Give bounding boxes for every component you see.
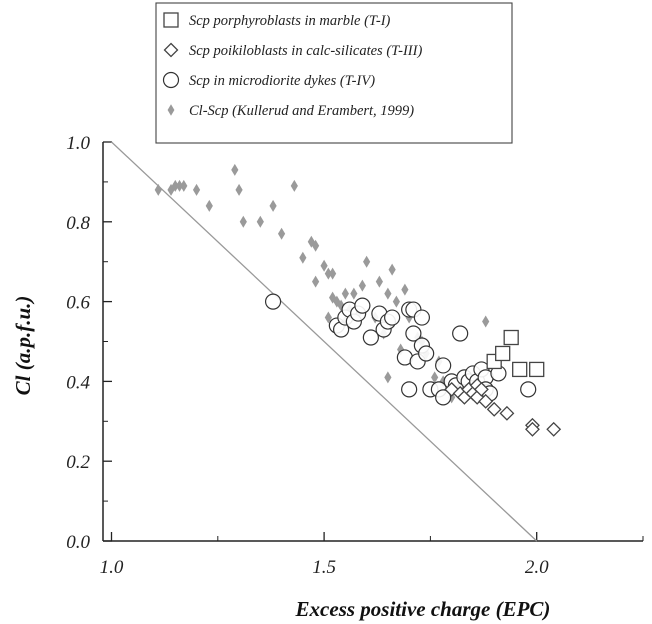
point-microdiorite-dyke bbox=[520, 381, 537, 398]
point-porphyroblast-marble bbox=[495, 345, 511, 362]
y-tick-label: 1.0 bbox=[66, 133, 90, 154]
point-cl-scp-reference bbox=[358, 279, 366, 292]
point-microdiorite-dyke bbox=[354, 297, 371, 314]
point-porphyroblast-marble bbox=[503, 329, 519, 346]
point-cl-scp-reference bbox=[397, 343, 405, 356]
legend-marker bbox=[162, 71, 180, 89]
point-cl-scp-reference bbox=[171, 179, 179, 192]
point-microdiorite-dyke bbox=[435, 389, 452, 406]
point-cl-scp-reference bbox=[431, 371, 439, 384]
point-cl-scp-reference bbox=[350, 287, 358, 300]
point-cl-scp-reference bbox=[482, 315, 490, 328]
point-cl-scp-reference bbox=[363, 255, 371, 268]
point-cl-scp-reference bbox=[231, 163, 239, 176]
y-tick-label: 0.4 bbox=[66, 372, 90, 393]
legend-entry-porphyroblasts: Scp porphyroblasts in marble (T-I) bbox=[189, 13, 391, 29]
point-cl-scp-reference bbox=[392, 295, 400, 308]
point-cl-scp-reference bbox=[324, 311, 332, 324]
legend-marker bbox=[167, 104, 175, 116]
axes: 0.0 0.2 0.4 0.6 0.8 1.0 1.0 1.5 2.0 bbox=[66, 133, 644, 578]
point-cl-scp-reference bbox=[375, 275, 383, 288]
point-cl-scp-reference bbox=[299, 251, 307, 264]
point-porphyroblast-marble bbox=[512, 361, 528, 378]
point-poikiloblast-calc-silicate bbox=[546, 421, 562, 437]
point-cl-scp-reference bbox=[277, 227, 286, 240]
legend-marker bbox=[163, 42, 179, 58]
x-tick-label: 1.0 bbox=[100, 557, 124, 578]
point-microdiorite-dyke bbox=[418, 345, 435, 362]
point-cl-scp-reference bbox=[388, 263, 396, 276]
point-cl-scp-reference bbox=[329, 267, 337, 280]
point-cl-scp-reference bbox=[205, 199, 213, 212]
legend-entry-poikiloblasts: Scp poikiloblasts in calc-silicates (T-I… bbox=[189, 43, 422, 59]
point-poikiloblast-calc-silicate bbox=[478, 393, 494, 409]
point-cl-scp-reference bbox=[401, 283, 409, 296]
point-cl-scp-reference bbox=[154, 183, 162, 196]
y-tick-label: 0.0 bbox=[66, 532, 90, 553]
data-points bbox=[154, 163, 562, 437]
point-cl-scp-reference bbox=[180, 179, 188, 192]
point-cl-scp-reference bbox=[384, 287, 392, 300]
point-cl-scp-reference bbox=[239, 215, 247, 228]
x-axis-label: Excess positive charge (EPC) bbox=[295, 597, 551, 621]
x-tick-label: 2.0 bbox=[525, 557, 549, 578]
y-axis-label: Cl (a.p.f.u.) bbox=[11, 296, 35, 396]
point-microdiorite-dyke bbox=[264, 293, 282, 310]
y-tick-label: 0.6 bbox=[66, 293, 90, 314]
point-poikiloblast-calc-silicate bbox=[474, 381, 489, 397]
point-poikiloblast-calc-silicate bbox=[525, 421, 540, 437]
point-cl-scp-reference bbox=[175, 179, 184, 192]
point-cl-scp-reference bbox=[320, 259, 328, 272]
point-cl-scp-reference bbox=[269, 199, 277, 212]
point-microdiorite-dyke bbox=[362, 329, 379, 346]
point-cl-scp-reference bbox=[311, 275, 320, 288]
point-cl-scp-reference bbox=[290, 179, 298, 192]
x-tick-label: 1.5 bbox=[312, 557, 336, 578]
point-cl-scp-reference bbox=[341, 287, 349, 300]
legend-marker bbox=[163, 12, 179, 28]
reference-line-segment bbox=[111, 141, 538, 542]
point-cl-scp-reference bbox=[256, 215, 264, 228]
legend-entry-cl-scp: Cl-Scp (Kullerud and Erambert, 1999) bbox=[189, 103, 414, 119]
y-tick-label: 0.2 bbox=[66, 452, 90, 473]
legend-entry-microdiorite: Scp in microdiorite dykes (T-IV) bbox=[189, 73, 375, 89]
legend: Scp porphyroblasts in marble (T-I) Scp po… bbox=[155, 2, 513, 144]
y-tick-label: 0.8 bbox=[66, 213, 90, 234]
point-cl-scp-reference bbox=[384, 371, 392, 384]
point-cl-scp-reference bbox=[235, 183, 243, 196]
point-microdiorite-dyke bbox=[435, 357, 452, 374]
point-cl-scp-reference bbox=[311, 239, 320, 252]
point-cl-scp-reference bbox=[329, 291, 337, 304]
point-poikiloblast-calc-silicate bbox=[499, 405, 515, 421]
point-cl-scp-reference bbox=[324, 267, 332, 280]
point-microdiorite-dyke bbox=[384, 309, 401, 326]
point-microdiorite-dyke bbox=[405, 325, 422, 342]
point-poikiloblast-calc-silicate bbox=[486, 401, 502, 417]
reference-line bbox=[111, 141, 538, 542]
point-microdiorite-dyke bbox=[413, 309, 430, 326]
point-microdiorite-dyke bbox=[401, 381, 418, 398]
point-cl-scp-reference bbox=[192, 183, 201, 196]
point-microdiorite-dyke bbox=[452, 325, 469, 342]
legend-box bbox=[155, 2, 513, 144]
point-porphyroblast-marble bbox=[529, 361, 545, 378]
